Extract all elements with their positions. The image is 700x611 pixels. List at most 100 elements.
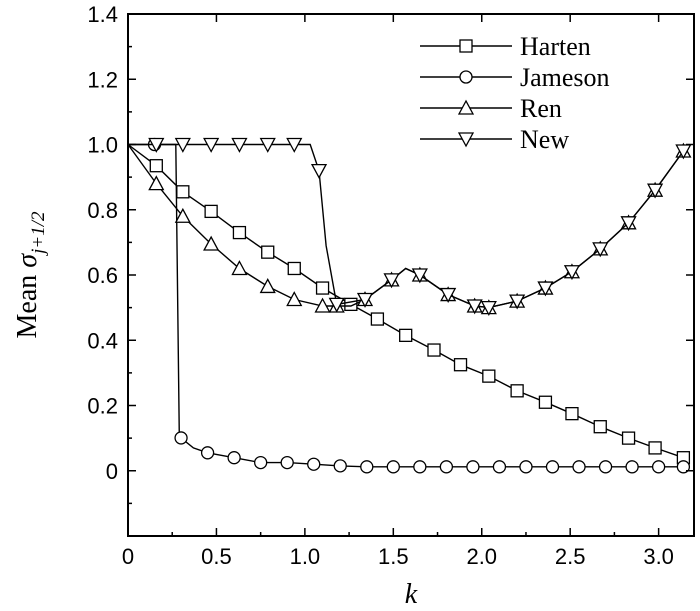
data-point-jameson (200, 446, 215, 460)
data-point-new (259, 137, 276, 153)
data-point-new (356, 292, 374, 308)
legend-marker (459, 70, 473, 84)
y-axis-label-prefix: Mean (12, 268, 43, 339)
data-point-harten (232, 225, 247, 240)
x-tick-label: 1.5 (378, 544, 409, 569)
legend-label: Jameson (520, 63, 610, 92)
data-point-jameson (572, 460, 586, 474)
data-point-jameson (598, 460, 613, 474)
y-tick-label: 1.0 (87, 133, 118, 158)
data-point-new (592, 242, 609, 258)
data-point-new (440, 287, 457, 303)
y-tick-label: 0 (106, 459, 118, 484)
y-tick-label: 0.2 (87, 394, 118, 419)
series-harten (127, 143, 691, 465)
data-point-jameson (333, 459, 347, 473)
legend-label: Ren (520, 94, 562, 123)
series-layer (127, 137, 692, 474)
data-point-jameson (492, 460, 507, 474)
data-point-jameson (651, 460, 666, 474)
data-point-harten (204, 204, 218, 219)
x-tick-label: 1.0 (290, 544, 321, 569)
data-point-harten (261, 245, 275, 259)
data-point-ren (314, 297, 331, 313)
data-point-jameson (676, 460, 691, 474)
data-point-harten (482, 369, 496, 383)
series-line-harten (127, 143, 684, 459)
data-point-new (620, 216, 637, 232)
data-point-jameson (545, 460, 560, 474)
data-point-new (310, 163, 328, 179)
data-point-new (383, 273, 400, 289)
data-point-new (466, 299, 483, 315)
data-point-harten (453, 358, 468, 372)
legend-item-new: New (420, 125, 569, 154)
series-line-new (128, 143, 684, 309)
data-point-new (509, 294, 526, 310)
series-line-jameson (128, 143, 684, 468)
data-point-jameson (519, 460, 533, 474)
y-tick-label: 1.2 (87, 67, 118, 92)
data-point-harten (593, 420, 607, 434)
legend-marker (457, 99, 475, 115)
data-point-harten (538, 395, 553, 409)
series-jameson (128, 137, 691, 474)
data-point-harten (315, 281, 330, 295)
y-axis-label-symbol: σ (12, 253, 43, 268)
data-point-new (231, 137, 248, 153)
data-point-new (328, 297, 345, 313)
data-point-new (286, 137, 303, 153)
x-tick-label: 2.0 (466, 544, 497, 569)
legend-label: New (520, 125, 569, 154)
data-point-ren (286, 291, 303, 307)
y-axis-label-subscript: j+1/2 (28, 211, 49, 257)
y-axis-label: Mean σj+1/2 (12, 211, 49, 338)
data-point-jameson (625, 460, 639, 474)
data-point-jameson (413, 460, 427, 474)
data-point-new (411, 268, 428, 284)
data-point-ren (203, 235, 220, 251)
plot-frame (127, 13, 695, 537)
y-tick-label: 1.4 (87, 2, 118, 27)
data-point-harten (287, 261, 301, 276)
data-point-harten (149, 159, 163, 173)
data-point-new (675, 144, 692, 160)
data-point-jameson (227, 451, 241, 465)
data-point-new (174, 137, 191, 153)
data-point-new (480, 300, 497, 316)
legend-item-jameson: Jameson (420, 63, 610, 92)
data-point-new (148, 137, 165, 153)
data-point-harten (370, 312, 385, 326)
series-ren (127, 142, 692, 315)
data-point-harten (427, 343, 441, 357)
data-point-harten (621, 431, 636, 445)
data-point-ren (259, 278, 276, 294)
series-line-ren (127, 144, 684, 309)
data-point-new (563, 265, 581, 281)
legend-item-ren: Ren (420, 94, 562, 123)
data-point-harten (399, 328, 413, 343)
data-point-new (203, 137, 220, 153)
ticks-layer: 0 0.5 1.0 1.5 2.0 2.5 3.0 0 0.2 0.4 0.6 0.8 1.0 1.2 1.… (87, 2, 694, 569)
series-new (128, 137, 692, 316)
data-point-jameson (280, 455, 294, 470)
y-tick-label: 0.8 (87, 198, 118, 223)
x-tick-label: 0.5 (201, 544, 232, 569)
x-tick-label: 2.5 (555, 544, 586, 569)
data-point-jameson (386, 460, 400, 474)
legend-marker (457, 132, 475, 148)
legend-item-harten: Harten (420, 32, 591, 61)
data-point-jameson (439, 460, 454, 474)
data-point-jameson (466, 460, 480, 474)
data-point-jameson (174, 431, 188, 445)
data-point-jameson (307, 457, 321, 471)
y-tick-label: 0.6 (87, 263, 118, 288)
data-point-jameson (360, 460, 374, 474)
data-point-ren (148, 175, 165, 191)
data-point-jameson (254, 455, 268, 470)
x-axis-label: k (405, 579, 418, 610)
x-tick-label: 0 (122, 544, 134, 569)
data-point-new (646, 183, 664, 199)
